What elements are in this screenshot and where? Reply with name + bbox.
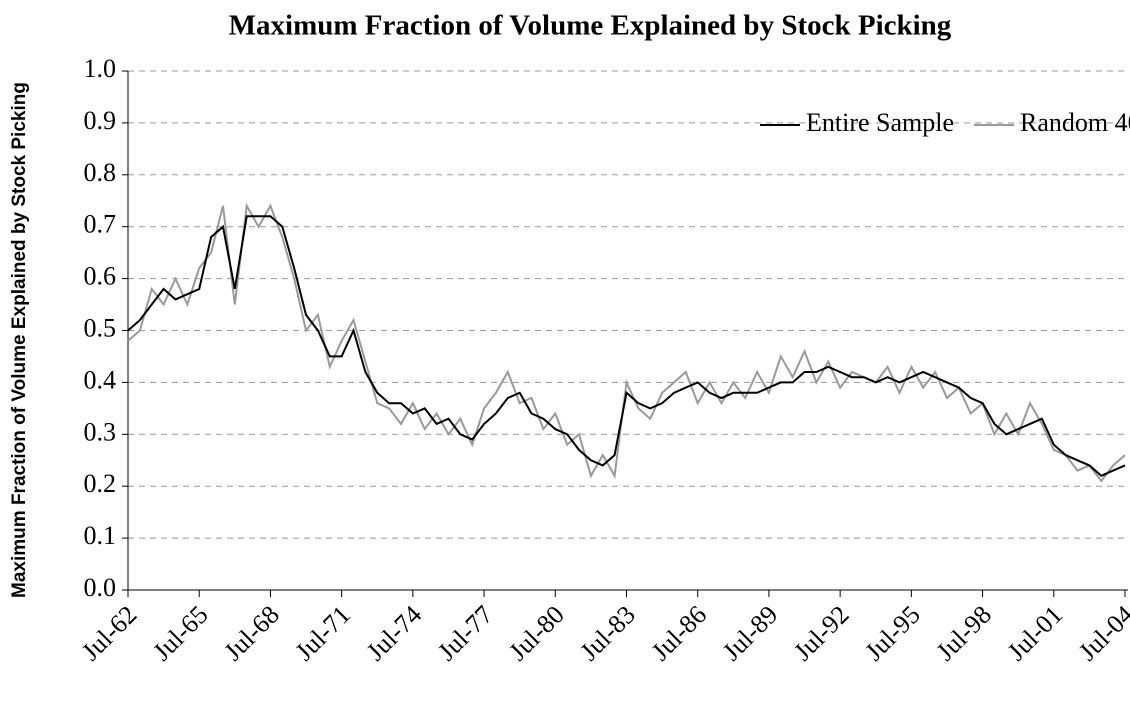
line-series [127,215,1126,477]
x-tick-label: Jul-04 [1073,600,1130,666]
x-tick-label: Jul-86 [646,600,712,666]
legend-label: Entire Sample [806,108,954,137]
line-series [127,202,1126,483]
x-tick-label: Jul-62 [76,600,142,666]
x-tick-label: Jul-92 [788,600,854,666]
x-tick-label: Jul-68 [218,600,284,666]
y-tick-label: 0.7 [84,210,117,239]
x-tick-label: Jul-95 [859,600,925,666]
x-tick-label: Jul-83 [574,600,640,666]
y-tick-label: 0.9 [84,106,117,135]
x-tick-label: Jul-01 [1002,600,1068,666]
y-tick-label: 0.5 [84,313,117,342]
y-tick-label: 0.6 [84,262,117,291]
y-axis-title: Maximum Fraction of Volume Explained by … [9,82,30,598]
x-tick-label: Jul-71 [290,600,356,666]
y-tick-label: 0.2 [84,469,117,498]
x-tick-label: Jul-65 [147,600,213,666]
x-tick-label: Jul-98 [931,600,997,666]
x-tick-label: Jul-74 [361,600,427,666]
x-tick-label: Jul-80 [503,600,569,666]
y-tick-label: 1.0 [84,54,117,83]
y-tick-label: 0.4 [84,365,117,394]
y-tick-label: 0.3 [84,417,117,446]
y-tick-label: 0.0 [84,573,117,602]
x-tick-label: Jul-77 [432,600,498,666]
y-tick-label: 0.1 [84,521,117,550]
x-tick-label: Jul-89 [717,600,783,666]
legend-label: Random 400 [1020,108,1130,137]
chart-title: Maximum Fraction of Volume Explained by … [229,10,952,42]
y-tick-label: 0.8 [84,158,117,187]
